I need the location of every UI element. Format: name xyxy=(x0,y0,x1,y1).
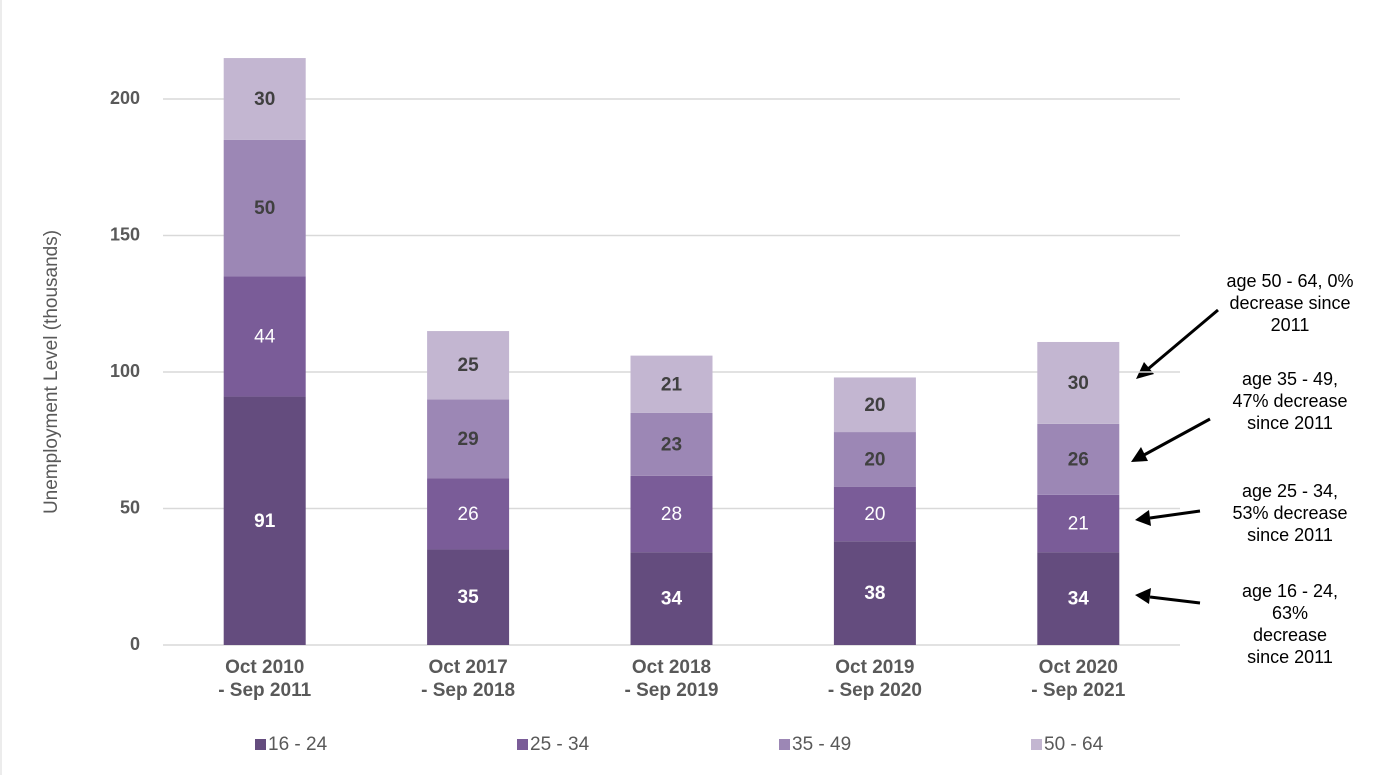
bar-segment xyxy=(833,432,916,487)
data-label: 44 xyxy=(254,327,276,348)
y-tick-label: 100 xyxy=(110,361,140,381)
data-label: 20 xyxy=(864,449,885,470)
bar-segment xyxy=(630,355,713,413)
data-label: 91 xyxy=(254,511,276,532)
legend-swatch xyxy=(517,739,528,750)
data-label: 28 xyxy=(661,504,682,525)
x-tick-label: Oct 2018 - Sep 2019 xyxy=(624,657,719,701)
bar-segment xyxy=(833,541,916,645)
data-label: 21 xyxy=(1068,514,1089,535)
data-label: 30 xyxy=(254,89,275,110)
y-tick-label: 0 xyxy=(130,634,140,654)
bar-segment xyxy=(427,331,510,400)
data-label: 50 xyxy=(254,198,275,219)
legend-label: 50 - 64 xyxy=(1044,734,1104,755)
legend-label: 16 - 24 xyxy=(268,734,328,755)
bar-segment xyxy=(833,377,916,433)
annotation: age 25 - 34, 53% decrease since 2011 xyxy=(1232,481,1348,545)
bar-segment xyxy=(630,552,713,645)
data-label: 29 xyxy=(458,429,479,450)
bar-segment xyxy=(223,396,306,645)
data-label: 26 xyxy=(1068,449,1089,470)
arrows xyxy=(1131,308,1219,605)
annotation: age 50 - 64, 0% decrease since 2011 xyxy=(1226,271,1354,335)
bar-segment xyxy=(427,399,510,479)
x-tick-label: Oct 2019 - Sep 2020 xyxy=(827,657,922,701)
data-label: 35 xyxy=(458,587,480,608)
bar-segment xyxy=(1037,552,1120,645)
data-label: 30 xyxy=(1068,373,1089,394)
legend-swatch xyxy=(255,739,266,750)
annotation: age 16 - 24, 63% decrease since 2011 xyxy=(1241,581,1339,667)
bar-segment xyxy=(427,549,510,645)
bar-segment xyxy=(630,412,713,476)
x-tick-label: Oct 2020 - Sep 2021 xyxy=(1031,657,1126,701)
annotation: age 35 - 49, 47% decrease since 2011 xyxy=(1232,369,1348,433)
x-tick-label: Oct 2010 - Sep 2011 xyxy=(218,657,312,701)
y-tick-label: 50 xyxy=(120,497,140,517)
bar-segment xyxy=(427,478,510,550)
bar-segment xyxy=(630,475,713,553)
legend-swatch xyxy=(779,739,790,750)
x-tick-label: Oct 2017 - Sep 2018 xyxy=(421,657,516,701)
data-label: 20 xyxy=(864,504,885,525)
data-label: 34 xyxy=(661,589,683,610)
bar-segment xyxy=(1037,494,1120,553)
legend-swatch xyxy=(1031,739,1042,750)
data-label: 34 xyxy=(1068,589,1090,610)
data-label: 20 xyxy=(864,395,885,416)
bar-segment xyxy=(1037,341,1120,424)
y-tick-label: 150 xyxy=(110,224,140,244)
y-tick-label: 200 xyxy=(110,88,140,108)
legend-label: 35 - 49 xyxy=(792,734,851,755)
bar-segment xyxy=(1037,423,1120,495)
data-label: 38 xyxy=(864,583,885,604)
bar-segment xyxy=(833,486,916,542)
bar-segment xyxy=(223,58,306,140)
bar-segment xyxy=(223,276,306,397)
y-axis-label: Unemployment Level (thousands) xyxy=(41,230,62,514)
legend-label: 25 - 34 xyxy=(530,734,590,755)
data-label: 21 xyxy=(661,374,683,395)
data-label: 25 xyxy=(458,355,480,376)
bar-segment xyxy=(223,139,306,277)
data-label: 23 xyxy=(661,434,682,455)
data-label: 26 xyxy=(458,504,479,525)
